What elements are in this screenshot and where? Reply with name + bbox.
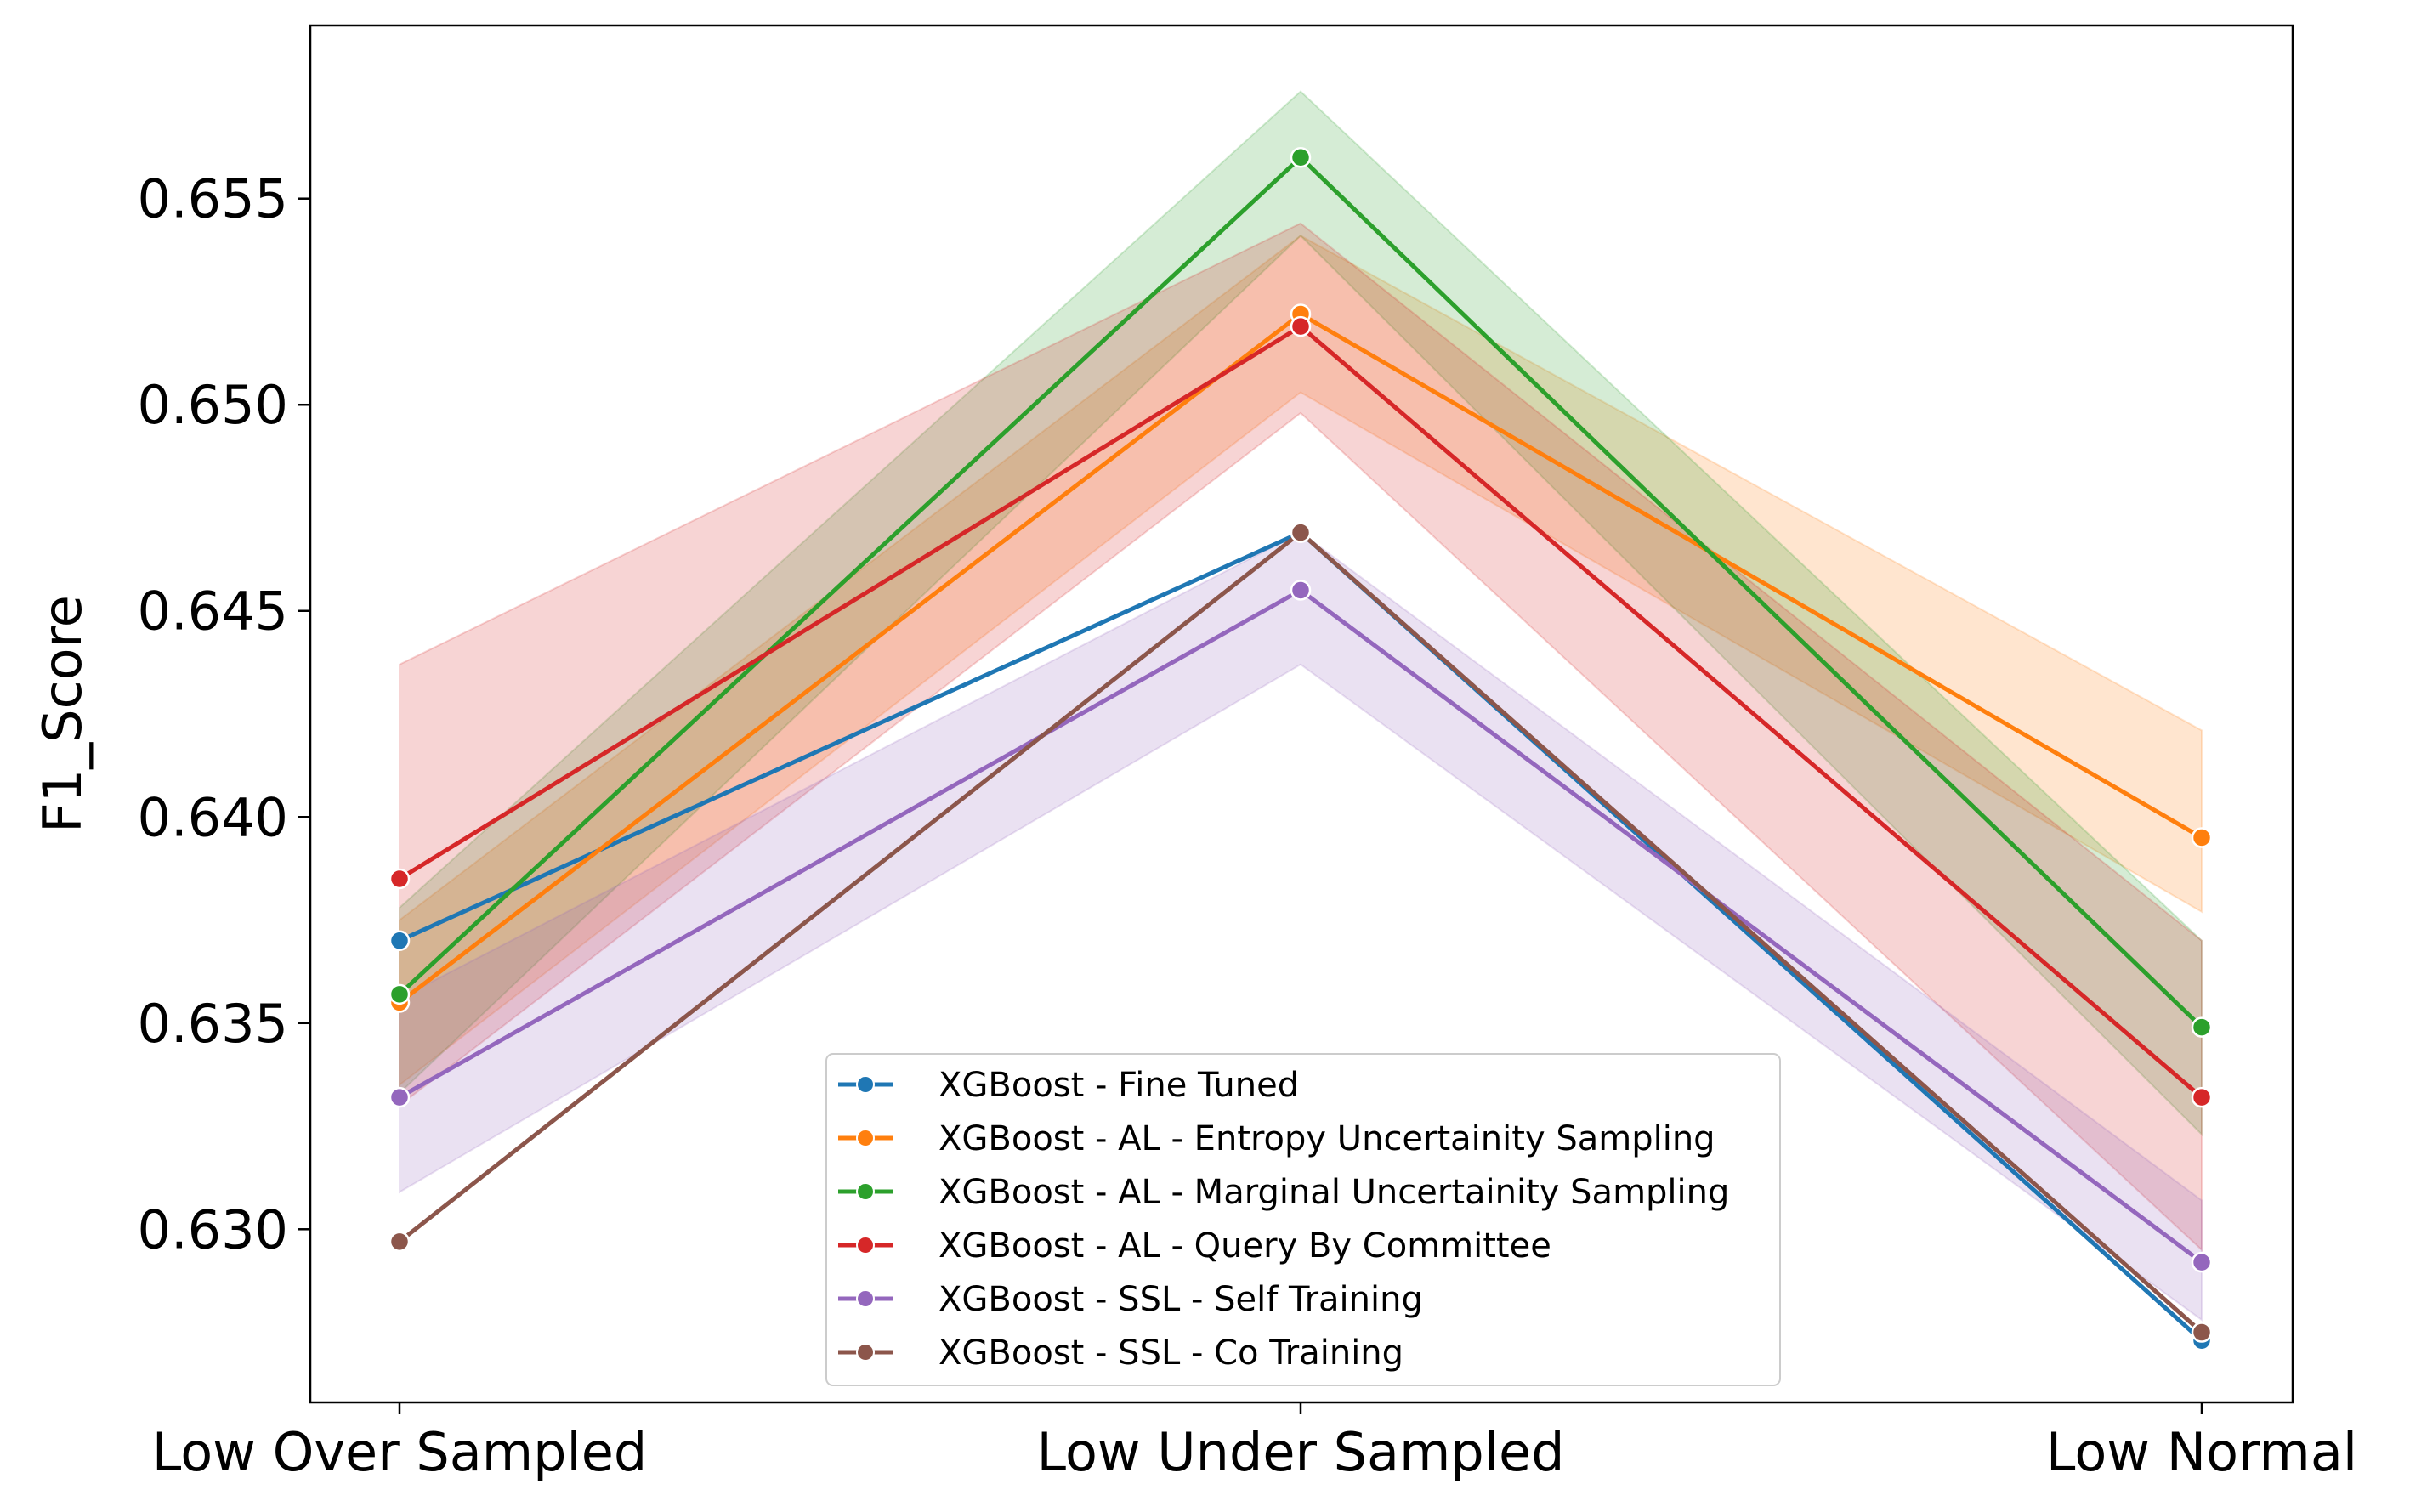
x-tick-label: Low Under Sampled [1037, 1421, 1565, 1483]
y-tick-label: 0.630 [138, 1198, 289, 1260]
point-series-5-0 [388, 1231, 411, 1253]
point-series-3-0 [388, 868, 411, 890]
legend-swatch-marker [856, 1182, 875, 1201]
y-tick-label: 0.645 [138, 580, 289, 643]
legend-entry-label: XGBoost - SSL - Self Training [938, 1280, 1423, 1319]
point-series-0-0 [388, 930, 411, 952]
axes: 0.630 0.635 0.640 0.645 0.650 0.655 Low Over S… [31, 24, 2357, 1483]
y-tick-label: 0.635 [138, 993, 289, 1055]
point-series-4-2 [2191, 1251, 2213, 1273]
y-axis-label: F1_Score [31, 595, 94, 833]
point-series-3-1 [1290, 315, 1312, 337]
point-series-2-0 [388, 983, 411, 1005]
legend-entry-label: XGBoost - AL - Query By Committee [938, 1226, 1551, 1266]
legend-box [825, 1053, 1781, 1386]
point-series-2-2 [2191, 1016, 2213, 1038]
y-tick-label: 0.650 [138, 374, 289, 436]
legend-swatch-marker [856, 1343, 875, 1362]
point-series-2-1 [1290, 146, 1312, 168]
point-series-4-0 [388, 1086, 411, 1108]
legend-swatch-marker [856, 1289, 875, 1308]
legend-entry-label: XGBoost - AL - Marginal Uncertainity Sam… [938, 1173, 1729, 1212]
legend-swatch-marker [856, 1129, 875, 1147]
legend: XGBoost - Fine Tuned XGBoost - AL - Entro… [825, 1053, 1781, 1386]
legend-swatch-marker [856, 1236, 875, 1254]
point-series-5-1 [1290, 522, 1312, 543]
point-series-4-1 [1290, 580, 1312, 601]
legend-swatch-marker [856, 1075, 875, 1094]
point-series-5-2 [2191, 1322, 2213, 1343]
x-tick-label: Low Normal [2046, 1421, 2357, 1483]
y-tick-label: 0.640 [138, 786, 289, 848]
legend-entry-label: XGBoost - AL - Entropy Uncertainity Samp… [938, 1119, 1715, 1158]
point-series-1-2 [2191, 827, 2213, 848]
y-tick-label: 0.655 [138, 168, 289, 230]
legend-entry-label: XGBoost - SSL - Co Training [938, 1334, 1403, 1373]
legend-entry-label: XGBoost - Fine Tuned [938, 1066, 1299, 1105]
point-series-3-2 [2191, 1086, 2213, 1108]
series-markers [388, 146, 2213, 1351]
x-tick-label: Low Over Sampled [152, 1421, 647, 1483]
